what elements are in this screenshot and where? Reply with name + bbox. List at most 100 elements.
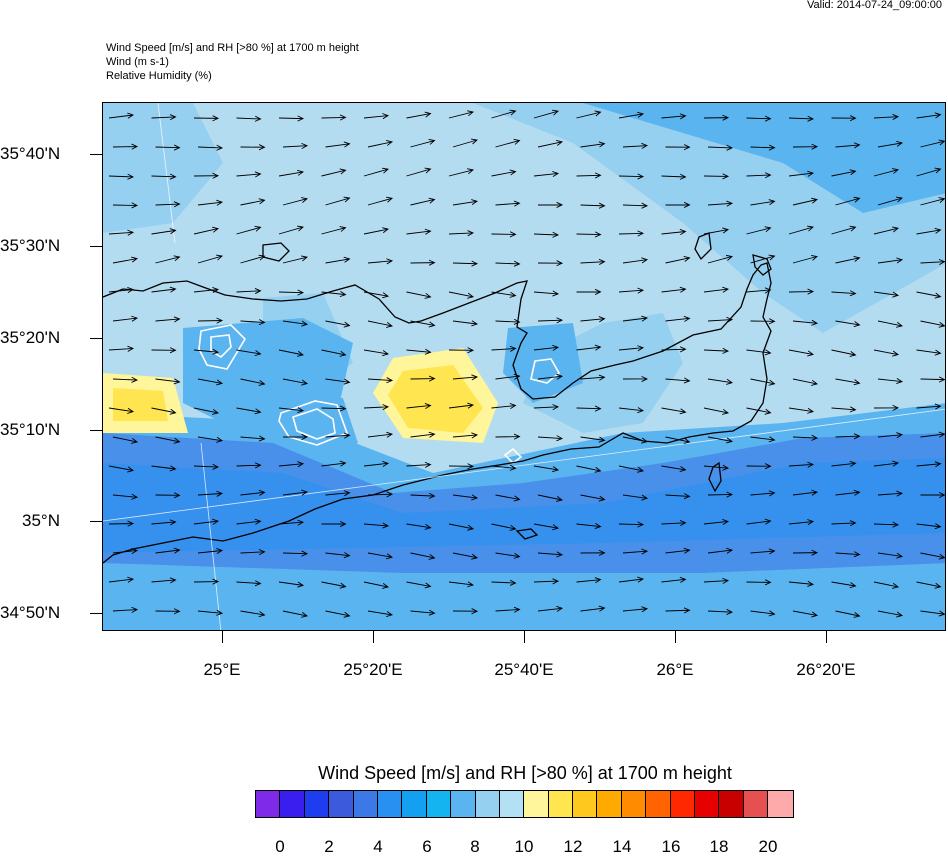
- wind-arrow: [580, 605, 606, 612]
- wind-arrow: [410, 259, 436, 266]
- wind-arrow: [533, 465, 560, 473]
- wind-arrow: [108, 173, 135, 180]
- wind-arrow: [533, 523, 560, 531]
- wind-arrow: [580, 202, 606, 209]
- wind-arrow: [278, 461, 305, 468]
- lat-tick-mark: [90, 246, 102, 247]
- wind-arrow: [920, 197, 945, 206]
- wind-arrow: [622, 142, 649, 149]
- wind-arrow: [236, 462, 262, 469]
- wind-arrow: [108, 465, 135, 473]
- lat-label: 35°10'N: [0, 420, 61, 439]
- wind-arrow: [835, 433, 861, 440]
- wind-arrow: [282, 433, 309, 440]
- wind-arrow: [155, 201, 181, 208]
- wind-arrow: [792, 489, 819, 496]
- wind-arrow: [236, 349, 262, 357]
- wind-arrow: [746, 407, 772, 415]
- wind-arrow: [661, 229, 687, 236]
- wind-arrow: [580, 316, 606, 323]
- wind-arrow: [112, 548, 139, 555]
- lat-label: 35°40'N: [0, 144, 61, 163]
- colorbar-swatch: [426, 791, 452, 817]
- wind-arrow: [282, 489, 309, 496]
- colorbar-swatch: [597, 791, 622, 817]
- colorbar-label: 0: [275, 837, 285, 856]
- wind-arrow: [792, 378, 819, 386]
- lon-tick-mark: [524, 631, 525, 643]
- wind-arrow: [877, 196, 903, 206]
- colorbar-swatch: [402, 791, 427, 817]
- wind-arrow: [916, 227, 942, 235]
- weather-map[interactable]: [102, 102, 946, 631]
- wind-arrow: [703, 286, 730, 293]
- wind-arrow: [920, 610, 945, 617]
- wind-arrow: [367, 196, 393, 206]
- wind-arrow: [108, 576, 135, 583]
- wind-arrow: [707, 608, 734, 615]
- wind-arrow: [916, 349, 942, 356]
- wind-arrow: [240, 319, 266, 326]
- map-canvas: [103, 103, 945, 630]
- wind-arrow: [112, 256, 139, 264]
- wind-arrow: [537, 139, 564, 148]
- wind-arrow: [831, 115, 857, 122]
- wind-arrow: [363, 349, 390, 357]
- wind-arrow: [533, 171, 560, 178]
- wind-arrow: [491, 109, 517, 119]
- wind-arrow: [703, 227, 730, 235]
- wind-arrow: [193, 287, 220, 294]
- wind-arrow: [622, 494, 649, 501]
- wind-arrow: [661, 520, 687, 527]
- colorbar-swatch: [280, 791, 305, 817]
- wind-arrow: [920, 552, 945, 560]
- wind-arrow: [831, 225, 857, 235]
- wind-arrow: [410, 492, 436, 499]
- wind-arrow: [618, 576, 645, 583]
- wind-arrow: [108, 407, 135, 414]
- wind-arrow: [792, 254, 818, 264]
- wind-arrow: [873, 349, 900, 357]
- wind-arrow: [410, 375, 436, 382]
- wind-arrow: [792, 197, 819, 206]
- wind-arrow: [580, 258, 606, 265]
- wind-arrow: [193, 578, 220, 585]
- wind-arrow: [877, 257, 904, 264]
- wind-arrow: [108, 112, 135, 119]
- lat-tick-mark: [90, 154, 102, 155]
- wind-arrow: [831, 290, 857, 297]
- wind-arrow: [240, 549, 266, 556]
- wind-arrow: [193, 518, 220, 525]
- wind-arrow: [197, 199, 224, 206]
- wind-arrow: [835, 551, 861, 558]
- wind-arrow: [877, 378, 904, 385]
- wind-arrow: [112, 143, 139, 150]
- wind-arrow: [406, 348, 432, 355]
- wind-arrow: [197, 317, 224, 324]
- wind-arrow: [533, 109, 559, 119]
- wind-arrow: [367, 491, 394, 498]
- wind-arrow: [448, 230, 475, 237]
- wind-arrow: [537, 605, 564, 612]
- colorbar-swatch: [377, 791, 403, 817]
- wind-arrow: [707, 436, 734, 444]
- wind-arrow: [406, 167, 432, 177]
- wind-arrow: [788, 115, 815, 122]
- wind-arrow: [661, 286, 687, 293]
- wind-arrow: [155, 608, 181, 615]
- wind-arrow: [533, 290, 560, 297]
- lon-tick-mark: [373, 631, 374, 643]
- colorbar-label: 4: [373, 837, 383, 856]
- wind-arrow: [448, 110, 475, 119]
- wind-arrow: [193, 172, 220, 179]
- wind-arrow: [321, 460, 347, 467]
- wind-arrow: [746, 349, 772, 356]
- wind-arrow: [750, 378, 776, 386]
- lat-tick-mark: [90, 521, 102, 522]
- wind-arrow: [576, 172, 602, 179]
- wind-arrow: [491, 403, 517, 410]
- wind-arrow: [576, 577, 602, 584]
- wind-arrow: [491, 169, 517, 177]
- lat-label: 35°30'N: [0, 236, 61, 255]
- wind-arrow: [112, 315, 139, 322]
